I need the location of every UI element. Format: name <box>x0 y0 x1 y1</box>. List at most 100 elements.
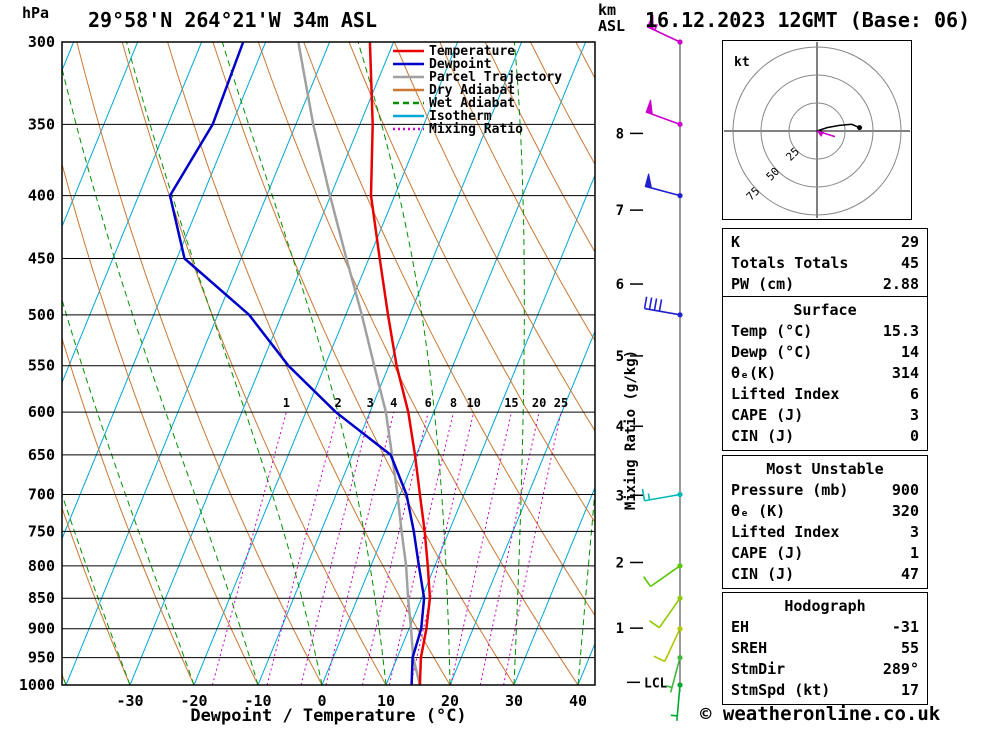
stat-row: CAPE (J) 1 <box>731 543 919 564</box>
isotherm-line <box>321 42 587 685</box>
stat-value: 55 <box>900 639 919 657</box>
temp-tick-label: 20 <box>441 692 459 710</box>
mixing-ratio-value-label: 15 <box>504 396 518 410</box>
wet-adiabat-line <box>0 42 2 685</box>
plot-border <box>61 41 596 686</box>
pressure-tick-label: 750 <box>28 522 55 540</box>
isotherm-line <box>0 42 10 685</box>
datetime-title: 16.12.2023 12GMT (Base: 06) <box>645 8 971 32</box>
temp-tick-label: 30 <box>505 692 523 710</box>
mixing-ratio-line <box>266 412 339 685</box>
temp-tick-label: -10 <box>244 692 271 710</box>
mixing-ratio-value-label: 8 <box>450 396 457 410</box>
km-tick-label: 4 <box>616 419 624 435</box>
stat-label: θₑ(K) <box>731 364 777 382</box>
stat-value: 47 <box>900 565 919 583</box>
stat-row: StmDir 289° <box>731 659 919 680</box>
wind-barb <box>670 682 683 721</box>
stat-value: 14 <box>900 343 919 361</box>
stat-row: Totals Totals 45 <box>731 253 919 274</box>
stat-value: 3 <box>909 523 919 541</box>
pressure-tick-label: 500 <box>28 306 55 324</box>
stat-label: StmSpd (kt) <box>731 681 831 699</box>
copyright: © weatheronline.co.uk <box>700 703 941 725</box>
wet-adiabat-line <box>62 493 131 685</box>
stat-row: Lifted Index 3 <box>731 522 919 543</box>
wet-adiabat-line <box>126 42 323 685</box>
stat-label: Lifted Index <box>731 385 840 403</box>
pressure-tick-label: 900 <box>28 620 55 638</box>
stat-row: Dewp (°C) 14 <box>731 342 919 363</box>
isotherm-line <box>62 42 267 540</box>
stat-row: CAPE (J) 3 <box>731 405 919 426</box>
pressure-tick-label: 600 <box>28 403 55 421</box>
stat-row: CIN (J) 0 <box>731 426 919 447</box>
stat-value: 6 <box>909 385 919 403</box>
stat-row: K 29 <box>731 232 919 253</box>
pressure-tick-label: 450 <box>28 250 55 268</box>
stat-label: CIN (J) <box>731 565 795 583</box>
hodograph-panel-title: Hodograph <box>784 597 866 615</box>
wind-barb <box>645 99 683 127</box>
dry-adiabat-line <box>62 162 259 685</box>
stat-label: Temp (°C) <box>731 322 813 340</box>
temp-tick-label: 0 <box>317 692 326 710</box>
stat-value: 1 <box>909 544 919 562</box>
stability-indices-panel: K 29 Totals Totals 45 PW (cm) 2.88 <box>722 228 928 299</box>
pressure-tick-label: 700 <box>28 486 55 504</box>
stat-label: Pressure (mb) <box>731 481 849 499</box>
dewpoint-curve <box>168 41 426 686</box>
stat-value: 0 <box>909 427 919 445</box>
legend-label: Mixing Ratio <box>429 122 523 137</box>
wind-barb <box>644 173 683 199</box>
hodograph-unit-label: kt <box>734 55 750 70</box>
most-unstable-panel: Most Unstable Pressure (mb) 900 θₑ (K) 320 L… <box>722 455 928 589</box>
stat-value: 2.88 <box>882 275 919 293</box>
pressure-tick-label: 850 <box>28 589 55 607</box>
surface-panel-title: Surface <box>793 301 857 319</box>
isotherm-line <box>449 330 595 685</box>
lcl-label: LCL <box>644 676 668 691</box>
stat-row: Lifted Index 6 <box>731 384 919 405</box>
stat-label: CIN (J) <box>731 427 795 445</box>
mixing-ratio-line <box>450 412 512 685</box>
surface-panel: Surface Temp (°C) 15.3 Dewp (°C) 14 θₑ(K) 314… <box>722 296 928 451</box>
isotherm-line <box>129 42 395 685</box>
legend-label: Temperature <box>429 44 515 59</box>
stat-row: θₑ(K) 314 <box>731 363 919 384</box>
pressure-tick-label: 650 <box>28 446 55 464</box>
mixing-ratio-line <box>361 412 429 685</box>
mixing-ratio-line <box>325 412 395 685</box>
stat-value: 900 <box>891 481 919 499</box>
stat-label: CAPE (J) <box>731 406 804 424</box>
dry-adiabat-line <box>62 506 131 685</box>
hodograph-ring <box>760 74 874 188</box>
stat-row: Temp (°C) 15.3 <box>731 321 919 342</box>
mixing-ratio-value-label: 1 <box>283 396 290 410</box>
isotherm-line <box>257 42 523 685</box>
stat-row: StmSpd (kt) 17 <box>731 680 919 701</box>
stat-row: CIN (J) 47 <box>731 564 919 585</box>
mixing-ratio-value-label: 10 <box>466 396 480 410</box>
mixing-ratio-value-label: 4 <box>390 396 397 410</box>
stat-row: SREH 55 <box>731 638 919 659</box>
isotherm-line <box>62 42 139 228</box>
temp-tick-label: -30 <box>116 692 143 710</box>
legend-label: Parcel Trajectory <box>429 70 562 85</box>
dry-adiabat-line <box>439 42 595 342</box>
stat-label: StmDir <box>731 660 786 678</box>
stat-value: 289° <box>882 660 919 678</box>
mixing-ratio-value-label: 2 <box>335 396 342 410</box>
wind-barb <box>646 14 683 45</box>
legend-label: Dry Adiabat <box>429 83 515 98</box>
wind-barb <box>643 296 683 318</box>
hodograph-trace <box>816 123 860 132</box>
stat-value: 17 <box>900 681 919 699</box>
dry-adiabat-line <box>348 42 595 524</box>
pressure-tick-label: 300 <box>28 33 55 51</box>
km-tick-label: 7 <box>616 203 624 219</box>
wind-barb <box>641 488 683 502</box>
km-axis-unit-line2: ASL <box>598 17 626 35</box>
stat-label: SREH <box>731 639 768 657</box>
